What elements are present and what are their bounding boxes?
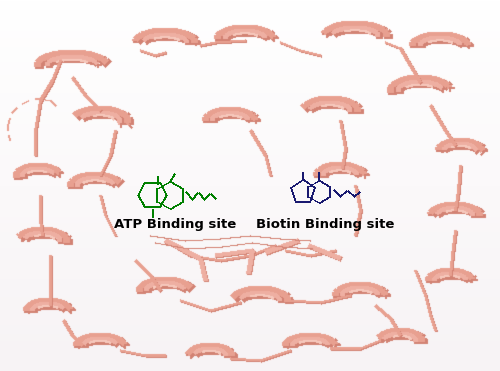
- Text: Biotin Binding site: Biotin Binding site: [256, 218, 394, 231]
- Text: ATP Binding site: ATP Binding site: [114, 218, 236, 231]
